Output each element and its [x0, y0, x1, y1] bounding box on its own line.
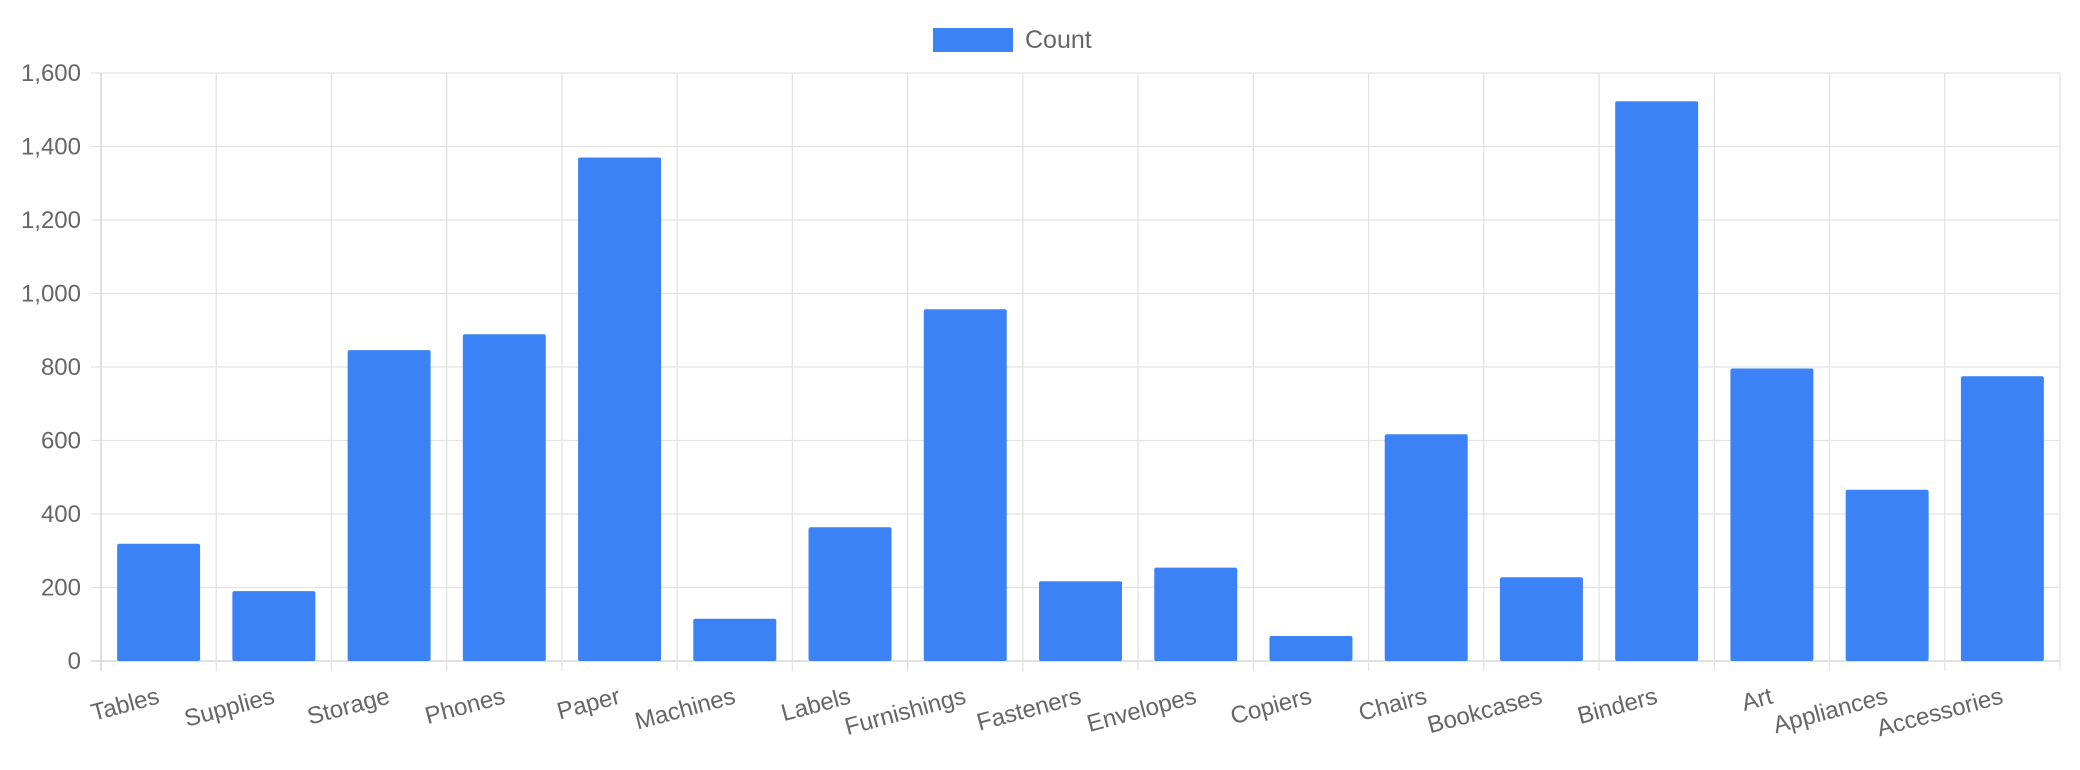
bar-fasteners[interactable] — [1039, 581, 1122, 661]
x-tick-label: Envelopes — [1084, 683, 1199, 738]
legend-swatch — [933, 28, 1013, 52]
bar-phones[interactable] — [462, 334, 546, 661]
bar-storage[interactable] — [347, 350, 431, 661]
y-tick-label: 1,600 — [21, 60, 81, 87]
x-tick-label: Tables — [88, 683, 162, 727]
y-tick-label: 1,200 — [21, 207, 81, 234]
legend[interactable]: Count — [933, 26, 1092, 54]
bar-appliances[interactable] — [1845, 489, 1929, 661]
x-tick-label: Storage — [304, 683, 392, 731]
bar-machines[interactable] — [693, 618, 777, 661]
x-tick-label: Fasteners — [974, 683, 1084, 737]
x-tick-label: Copiers — [1228, 683, 1315, 730]
grid — [91, 72, 2061, 671]
bar-chairs[interactable] — [1384, 434, 1468, 661]
x-tick-label: Chairs — [1356, 683, 1430, 727]
bar-envelopes[interactable] — [1154, 567, 1238, 661]
y-tick-label: 800 — [41, 354, 81, 381]
y-tick-label: 400 — [41, 501, 81, 528]
bar-art[interactable] — [1730, 368, 1814, 661]
x-tick-label: Binders — [1575, 683, 1661, 730]
bars — [117, 101, 2044, 662]
y-tick-label: 600 — [41, 428, 81, 455]
x-tick-label: Art — [1739, 683, 1776, 717]
x-tick-label: Paper — [554, 683, 623, 726]
x-tick-label: Phones — [422, 683, 508, 730]
x-tick-label: Appliances — [1770, 683, 1890, 739]
x-tick-label: Accessories — [1874, 683, 2006, 743]
y-tick-label: 1,400 — [21, 134, 81, 161]
y-tick-label: 1,000 — [21, 281, 81, 308]
bar-furnishings[interactable] — [923, 309, 1007, 661]
bar-binders[interactable] — [1615, 101, 1699, 662]
x-tick-label: Machines — [632, 683, 738, 736]
x-tick-label: Furnishings — [842, 683, 969, 741]
y-tick-label: 0 — [68, 648, 81, 675]
y-tick-label: 200 — [41, 575, 81, 602]
bar-paper[interactable] — [578, 157, 662, 661]
x-tick-label: Bookcases — [1425, 683, 1545, 739]
bar-supplies[interactable] — [232, 591, 316, 661]
bar-labels[interactable] — [808, 527, 892, 661]
bar-accessories[interactable] — [1960, 376, 2044, 661]
legend-label: Count — [1025, 26, 1092, 54]
x-axis: Tables Supplies Storage Phones Paper Machines… — [88, 683, 2006, 743]
bar-bookcases[interactable] — [1499, 577, 1583, 661]
bar-tables[interactable] — [117, 543, 201, 661]
bar-copiers[interactable] — [1269, 636, 1353, 661]
x-tick-label: Supplies — [181, 683, 277, 733]
x-tick-label: Labels — [778, 683, 853, 727]
y-axis: 0 200 400 600 800 1,000 1,200 1,400 1,600 — [21, 60, 81, 675]
